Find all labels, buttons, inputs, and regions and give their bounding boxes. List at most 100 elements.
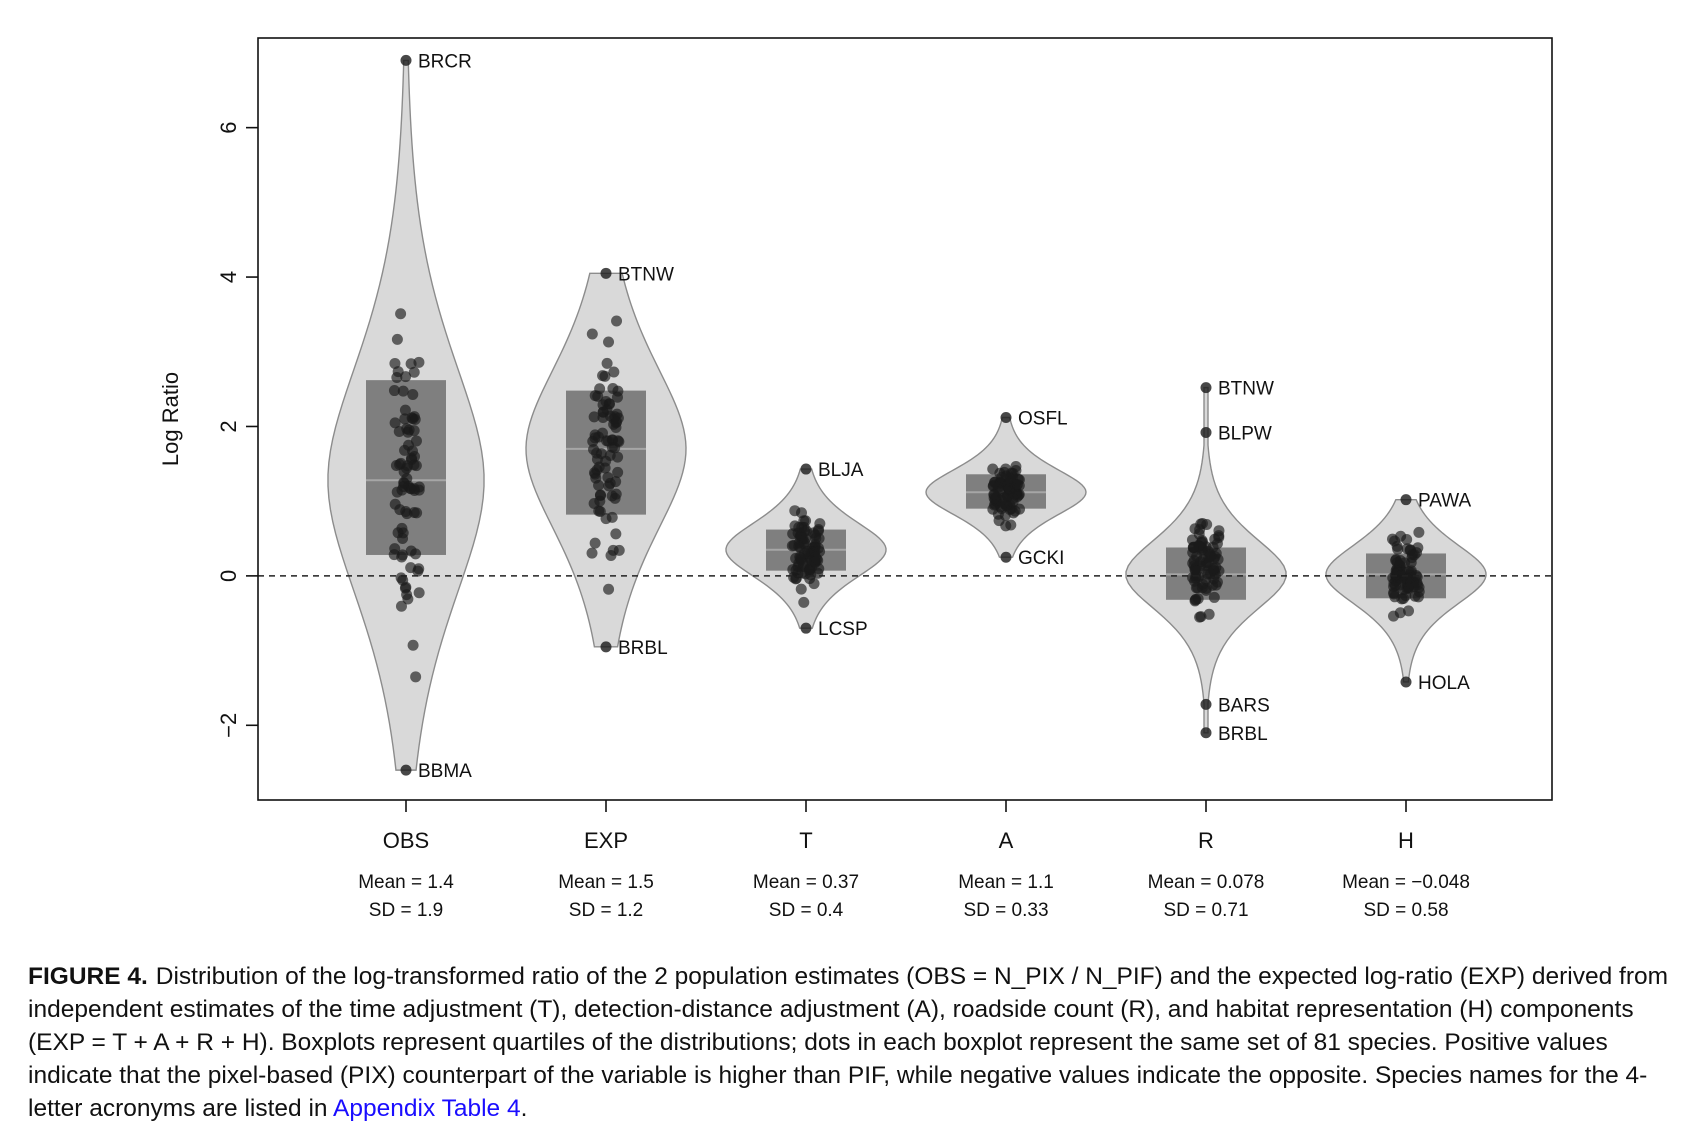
outlier-label: BRBL (1218, 724, 1268, 745)
data-point (809, 556, 821, 568)
data-point (388, 549, 400, 561)
data-point (613, 436, 625, 448)
data-point (410, 671, 422, 683)
outlier-point (1400, 676, 1412, 688)
data-point (601, 357, 613, 369)
data-point (407, 639, 419, 651)
y-tick-label: 0 (216, 570, 241, 582)
x-axis: OBS Mean = 1.4 SD = 1.9 EXP Mean = 1.5 SD = 1… (358, 800, 1470, 921)
outlier-point (1400, 494, 1412, 506)
data-point (400, 371, 412, 383)
data-point (1212, 553, 1224, 565)
data-point (1187, 541, 1199, 553)
data-point (610, 528, 622, 540)
outlier-labels: BRCR BBMA BTNW BRBL BLJA LCSP OSFL GCKI BTNW BLPW… (418, 51, 1471, 782)
data-point (410, 548, 422, 560)
sd-label: SD = 0.4 (769, 900, 844, 921)
violin-layer (327, 59, 1487, 771)
data-point (589, 537, 601, 549)
data-point (789, 505, 801, 517)
outlier-point (1000, 551, 1012, 563)
data-point (1011, 478, 1023, 490)
mean-label: Mean = 1.5 (558, 872, 654, 893)
data-point (993, 515, 1005, 527)
data-point (799, 537, 811, 549)
data-point (613, 544, 625, 556)
data-point (1005, 519, 1017, 531)
y-tick-label: 4 (216, 271, 241, 283)
data-point (1395, 530, 1407, 542)
data-point (595, 448, 607, 460)
data-point (603, 583, 615, 595)
data-point (586, 328, 598, 340)
sd-label: SD = 0.33 (963, 900, 1048, 921)
data-point (603, 336, 615, 348)
outlier-label: BRBL (618, 638, 668, 659)
data-point (413, 356, 425, 368)
data-point (395, 600, 407, 612)
data-point (388, 385, 400, 397)
outlier-label: BTNW (618, 264, 674, 285)
appendix-link[interactable]: Appendix Table 4 (333, 1095, 521, 1122)
data-point (407, 388, 419, 400)
sd-label: SD = 0.71 (1163, 900, 1248, 921)
outlier-point (400, 54, 412, 66)
outlier-point (600, 267, 612, 279)
data-point (1392, 543, 1404, 555)
data-point (798, 596, 810, 608)
data-point (1195, 537, 1207, 549)
data-point (1213, 525, 1225, 537)
category-label: R (1198, 828, 1214, 853)
data-point (1405, 577, 1417, 589)
data-point (987, 503, 999, 515)
data-point (1203, 551, 1215, 563)
data-point (591, 464, 603, 476)
data-point (611, 391, 623, 403)
data-point (402, 593, 414, 605)
data-point (603, 398, 615, 410)
data-point (593, 479, 605, 491)
data-point (398, 476, 410, 488)
data-point (612, 451, 624, 463)
data-point (610, 488, 622, 500)
points-layer (388, 54, 1425, 776)
outlier-point (800, 622, 812, 634)
mean-label: Mean = 1.4 (358, 872, 454, 893)
data-point (588, 411, 600, 423)
sd-label: SD = 1.9 (369, 900, 443, 921)
data-point (606, 511, 618, 523)
data-point (1009, 505, 1021, 517)
mean-label: Mean = 1.1 (958, 872, 1054, 893)
data-point (1413, 581, 1425, 593)
outlier-label: BLPW (1218, 423, 1272, 444)
outlier-label: OSFL (1018, 409, 1068, 430)
data-point (1201, 518, 1213, 530)
data-point (787, 564, 799, 576)
category-label: OBS (383, 828, 429, 853)
data-point (397, 532, 409, 544)
data-point (988, 489, 1000, 501)
data-point (393, 425, 405, 437)
mean-label: Mean = 0.37 (753, 872, 859, 893)
caption-end: . (520, 1095, 528, 1122)
y-axis-label: Log Ratio (158, 372, 183, 466)
data-point (1191, 565, 1203, 577)
sd-label: SD = 0.58 (1363, 900, 1448, 921)
data-point (411, 507, 423, 519)
data-point (795, 583, 807, 595)
data-point (586, 547, 598, 559)
data-point (403, 424, 415, 436)
category-label: H (1398, 828, 1414, 853)
outlier-label: LCSP (818, 619, 868, 640)
data-point (1403, 605, 1415, 617)
category-label: EXP (584, 828, 628, 853)
data-point (1007, 467, 1019, 479)
data-point (593, 505, 605, 517)
data-point (1194, 611, 1206, 623)
outlier-point (600, 641, 612, 653)
data-point (408, 483, 420, 495)
violin-chart: −2 0 2 4 6 Log Ratio OBS Mean = 1.4 SD = 1.9 EX… (158, 37, 1553, 921)
outlier-label: HOLA (1418, 673, 1470, 694)
data-point (399, 404, 411, 416)
y-tick-label: −2 (216, 713, 241, 738)
